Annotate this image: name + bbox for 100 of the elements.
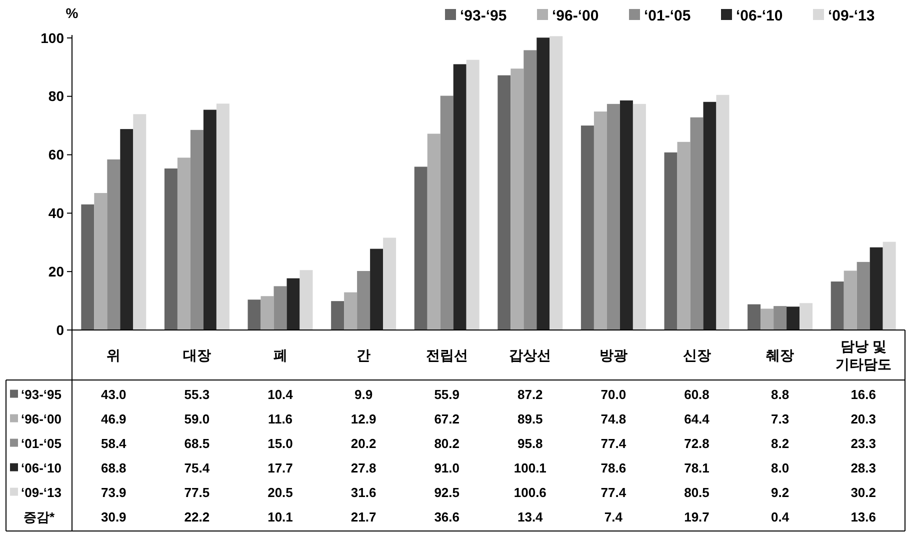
bar	[510, 68, 524, 330]
bar	[690, 117, 704, 330]
data-label: 67.2	[434, 411, 460, 426]
data-label: 31.6	[350, 484, 376, 500]
bar	[216, 104, 230, 330]
bar	[664, 152, 678, 330]
data-label: 73.9	[100, 484, 126, 500]
bar	[383, 238, 396, 330]
bar	[524, 50, 537, 330]
x-tick-label: 신장	[682, 346, 711, 363]
x-tick-label: 폐	[273, 346, 288, 363]
legend-label: ‘09-‘13	[828, 7, 875, 24]
bar	[274, 286, 287, 330]
data-label: 80.2	[434, 436, 460, 451]
text: 증감*	[23, 509, 56, 524]
legend-label: ‘93-‘95	[460, 7, 507, 24]
x-tick-label: 췌장	[766, 346, 794, 363]
text: 10.1	[268, 509, 293, 524]
data-label: 55.3	[184, 386, 210, 402]
text: ‘06-‘10	[21, 460, 62, 476]
data-label: 10.4	[268, 386, 294, 402]
bar	[774, 306, 787, 330]
data-label: 43.0	[100, 386, 126, 402]
bar	[286, 278, 300, 330]
text: 7.4	[604, 509, 624, 524]
data-label: 89.5	[517, 411, 543, 426]
x-tick-label: 방광	[599, 346, 628, 363]
text: 22.2	[184, 509, 210, 524]
bar	[760, 308, 774, 330]
bar	[453, 64, 466, 330]
data-label: 70.0	[600, 386, 626, 402]
text: 30.9	[100, 509, 126, 524]
bar	[414, 166, 428, 330]
bar	[260, 296, 274, 330]
data-label: 46.9	[100, 411, 126, 426]
bar	[594, 112, 607, 330]
data-label: 64.4	[684, 411, 710, 426]
x-tick-label: 전립선	[426, 346, 468, 363]
data-label: 100.6	[514, 484, 546, 500]
bar	[580, 126, 594, 330]
data-label: 23.3	[850, 436, 876, 451]
data-label: 7.3	[771, 411, 790, 426]
data-label: 60.8	[684, 386, 710, 402]
bar	[498, 75, 511, 330]
y-tick-label: 0	[56, 322, 64, 338]
bar	[120, 129, 134, 330]
bar	[164, 168, 178, 330]
data-label: 59.0	[184, 411, 210, 426]
bar	[440, 96, 454, 330]
data-label: 80.5	[684, 484, 710, 500]
data-label: 20.2	[350, 436, 376, 451]
bar	[620, 100, 633, 330]
data-label: 20.5	[268, 484, 293, 500]
data-label: 72.8	[684, 436, 710, 451]
bar	[536, 38, 550, 330]
y-tick-label: 80	[48, 88, 64, 104]
data-label: 55.9	[434, 386, 460, 402]
bar	[786, 306, 800, 330]
text: 21.7	[350, 509, 376, 524]
data-label: 16.6	[850, 386, 876, 402]
x-tick-label: 간	[356, 346, 371, 363]
data-label: 68.5	[184, 436, 210, 451]
data-label: 9.2	[771, 484, 790, 500]
text: 0.4	[771, 509, 790, 524]
data-label: 77.4	[600, 484, 627, 500]
y-tick-label: 40	[48, 205, 64, 222]
text: ‘09-‘13	[21, 484, 62, 500]
bar	[370, 248, 384, 330]
data-label: 77.5	[184, 484, 210, 500]
x-tick-label: 갑상선	[509, 346, 552, 363]
bar	[677, 142, 690, 330]
text: 36.6	[434, 509, 460, 524]
y-axis-title: %	[66, 5, 79, 21]
data-label: 77.4	[600, 436, 627, 451]
data-label: 27.8	[350, 460, 376, 476]
bar	[107, 159, 120, 330]
bar	[844, 270, 857, 330]
bar	[344, 292, 358, 330]
bar	[177, 158, 190, 330]
text: 19.7	[684, 509, 710, 524]
data-label: 8.2	[771, 436, 790, 451]
text: 13.4	[517, 509, 544, 524]
legend-label: ‘01-‘05	[644, 7, 691, 24]
bar	[466, 60, 480, 330]
bar	[830, 282, 844, 330]
bar	[703, 102, 716, 330]
bar	[632, 104, 646, 330]
data-label: 78.1	[684, 460, 710, 476]
x-tick-label: 대장	[182, 346, 211, 363]
y-tick-label: 100	[40, 30, 64, 46]
data-label: 87.2	[517, 386, 543, 402]
bar	[427, 134, 440, 330]
bar	[357, 271, 370, 330]
data-label: 91.0	[434, 460, 460, 476]
x-tick-label: 담낭 및 기타담도	[835, 338, 892, 372]
data-label: 30.2	[850, 484, 876, 500]
data-label: 15.0	[268, 436, 293, 451]
bar	[800, 303, 813, 330]
bar	[856, 262, 870, 330]
bar	[190, 130, 204, 330]
